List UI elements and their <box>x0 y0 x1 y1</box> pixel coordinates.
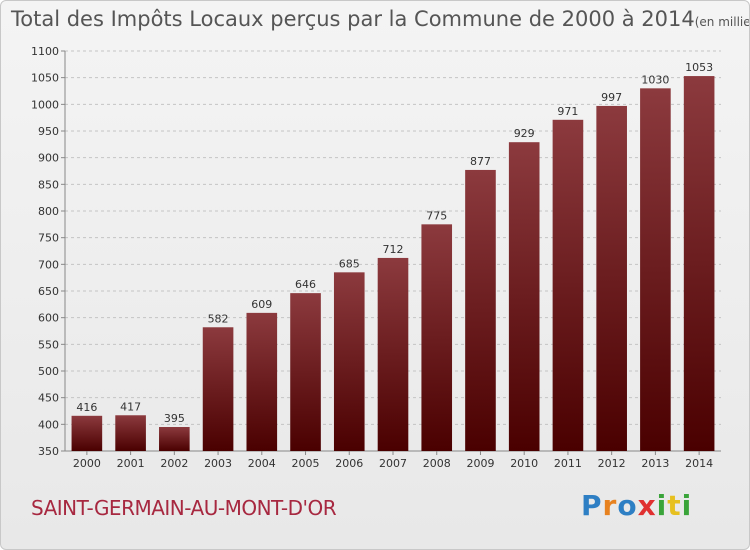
chart-title: Total des Impôts Locaux perçus par la Co… <box>11 7 750 31</box>
x-tick-label-2004: 2004 <box>248 457 276 470</box>
y-tick-label: 1100 <box>31 45 59 58</box>
data-label-2003: 582 <box>208 312 229 325</box>
data-label-2004: 609 <box>251 298 272 311</box>
bar-2006[interactable] <box>333 272 365 451</box>
data-label-2000: 416 <box>76 401 97 414</box>
commune-name: SAINT-GERMAIN-AU-MONT-D'OR <box>31 496 337 520</box>
data-label-2002: 395 <box>164 412 185 425</box>
logo-letter: x <box>637 489 657 522</box>
data-label-2001: 417 <box>120 400 141 413</box>
data-label-2010: 929 <box>514 127 535 140</box>
bar-2013[interactable] <box>640 88 671 451</box>
x-tick-label-2007: 2007 <box>379 457 407 470</box>
data-label-2007: 712 <box>383 243 404 256</box>
x-tick-label-2011: 2011 <box>554 457 582 470</box>
bar-2010[interactable] <box>508 142 540 451</box>
y-tick-label: 600 <box>38 312 59 325</box>
chart-unit-label: (en milliers d'€) <box>694 15 750 29</box>
x-tick-label-2010: 2010 <box>510 457 538 470</box>
x-tick-label-2012: 2012 <box>598 457 626 470</box>
y-tick-label: 1050 <box>31 72 59 85</box>
bar-2011[interactable] <box>552 119 584 452</box>
logo-letter: i <box>656 489 668 522</box>
x-tick-label-2001: 2001 <box>117 457 145 470</box>
bar-2008[interactable] <box>421 224 453 451</box>
bar-2001[interactable] <box>115 415 146 451</box>
data-label-2013: 1030 <box>641 73 669 86</box>
x-tick-label-2013: 2013 <box>641 457 669 470</box>
logo-letter: P <box>581 489 603 522</box>
x-tick-label-2000: 2000 <box>73 457 101 470</box>
x-tick-label-2003: 2003 <box>204 457 232 470</box>
bar-2005[interactable] <box>290 293 321 451</box>
y-tick-label: 650 <box>38 285 59 298</box>
x-tick-label-2014: 2014 <box>685 457 713 470</box>
chart-title-text: Total des Impôts Locaux perçus par la Co… <box>11 7 695 31</box>
y-tick-label: 550 <box>38 338 59 351</box>
y-tick-label: 900 <box>38 152 59 165</box>
x-tick-label-2006: 2006 <box>335 457 363 470</box>
y-tick-label: 450 <box>38 392 59 405</box>
data-label-2006: 685 <box>339 257 360 270</box>
logo-letter: i <box>681 489 693 522</box>
y-tick-label: 750 <box>38 232 59 245</box>
data-label-2008: 775 <box>426 209 447 222</box>
data-label-2011: 971 <box>557 105 578 118</box>
x-tick-label-2005: 2005 <box>292 457 320 470</box>
y-tick-label: 850 <box>38 178 59 191</box>
bar-2012[interactable] <box>596 105 627 451</box>
data-label-2005: 646 <box>295 278 316 291</box>
logo-letter: o <box>617 489 638 522</box>
x-tick-label-2008: 2008 <box>423 457 451 470</box>
y-tick-label: 800 <box>38 205 59 218</box>
logo-letter: r <box>602 489 618 522</box>
proxiti-logo[interactable]: Proxiti <box>581 489 692 522</box>
y-tick-label: 950 <box>38 125 59 138</box>
bar-2004[interactable] <box>246 312 278 451</box>
data-label-2009: 877 <box>470 155 491 168</box>
y-tick-label: 500 <box>38 365 59 378</box>
bar-2014[interactable] <box>683 76 715 452</box>
y-tick-label: 1000 <box>31 98 59 111</box>
bar-2007[interactable] <box>377 257 409 451</box>
x-tick-label-2002: 2002 <box>160 457 188 470</box>
x-tick-label-2009: 2009 <box>466 457 494 470</box>
bar-2000[interactable] <box>71 415 103 451</box>
logo-letter: t <box>667 489 682 522</box>
bar-2003[interactable] <box>202 327 234 451</box>
data-label-2012: 997 <box>601 91 622 104</box>
data-label-2014: 1053 <box>685 61 713 74</box>
bar-2002[interactable] <box>159 427 190 451</box>
y-tick-label: 400 <box>38 418 59 431</box>
y-tick-label: 350 <box>38 445 59 458</box>
bar-2009[interactable] <box>465 169 496 451</box>
y-tick-label: 700 <box>38 258 59 271</box>
